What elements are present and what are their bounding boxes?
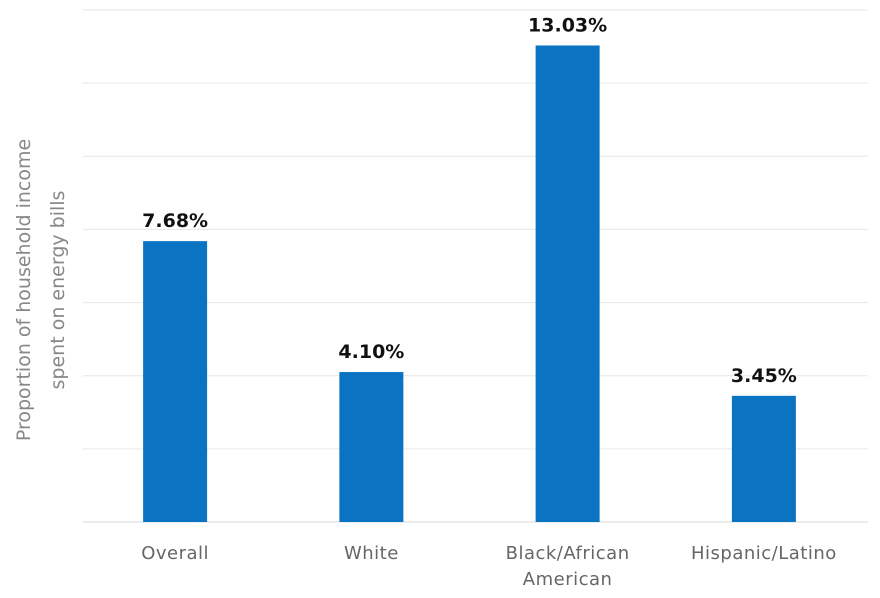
- x-tick-label: White: [344, 543, 399, 564]
- x-tick-label: Overall: [141, 543, 209, 564]
- y-axis-title: Proportion of household income spent on e…: [13, 139, 69, 441]
- y-axis-label: Proportion of household income: [13, 139, 35, 441]
- bars: [143, 45, 796, 523]
- data-label: 3.45%: [731, 365, 797, 387]
- data-labels: 7.68% 4.10% 13.03% 3.45%: [142, 14, 797, 386]
- x-tick-label: Black/African: [506, 543, 630, 564]
- bar: [535, 45, 600, 523]
- x-tick-label: American: [523, 569, 613, 590]
- x-tick-label: Hispanic/Latino: [691, 543, 837, 564]
- y-axis-label: spent on energy bills: [47, 191, 69, 390]
- gridlines: [83, 9, 868, 523]
- bar: [731, 395, 796, 522]
- bar: [339, 372, 404, 522]
- bar: [143, 241, 208, 523]
- data-label: 7.68%: [142, 210, 208, 232]
- x-tick-labels: Overall White Black/African American Hispani…: [141, 543, 837, 590]
- data-label: 13.03%: [528, 14, 607, 36]
- data-label: 4.10%: [338, 341, 404, 363]
